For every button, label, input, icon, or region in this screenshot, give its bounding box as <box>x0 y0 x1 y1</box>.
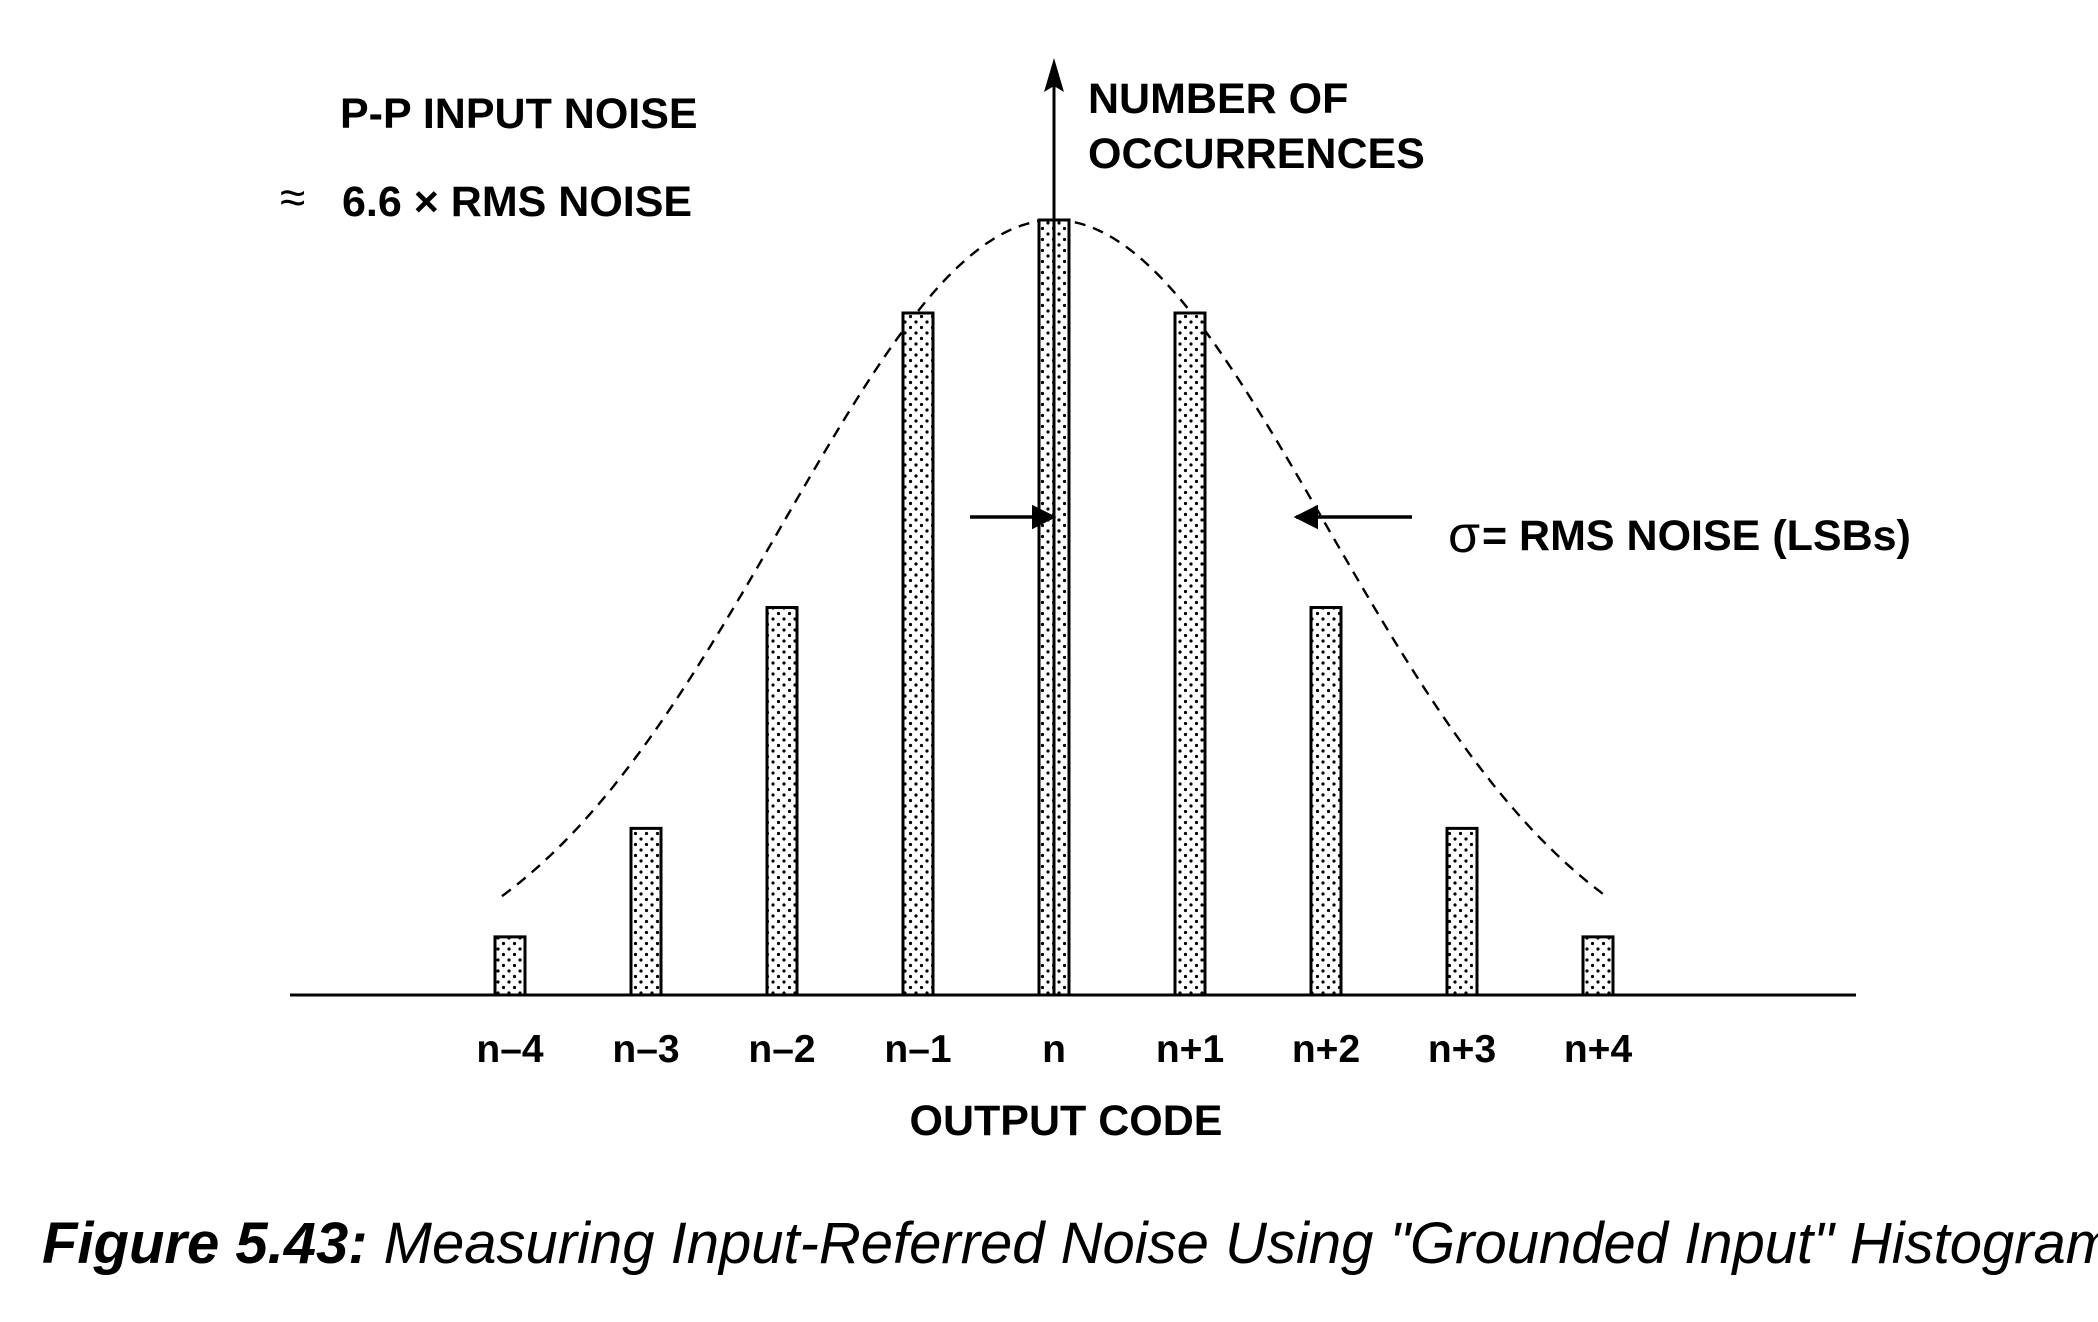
x-tick-label: n <box>1042 1028 1066 1071</box>
bar-3 <box>901 311 935 997</box>
y-axis-label-line1: NUMBER OF <box>1088 75 1348 123</box>
x-tick-labels: n–4 n–3 n–2 n–1 n n+1 n+2 n+3 n+4 <box>476 1028 1632 1071</box>
y-axis-label-line2: OCCURRENCES <box>1088 130 1425 178</box>
y-axis-arrowhead <box>1044 58 1064 92</box>
pp-noise-label: P-P INPUT NOISE <box>340 90 698 138</box>
x-tick-label: n–3 <box>612 1028 679 1071</box>
caption-label: Figure 5.43: <box>42 1211 368 1276</box>
bar-7 <box>1445 826 1479 997</box>
sigma-symbol: σ <box>1448 506 1480 564</box>
x-tick-label: n–4 <box>476 1028 544 1071</box>
x-tick-label: n+2 <box>1292 1028 1360 1071</box>
caption-text: Measuring Input-Referred Noise Using "Gr… <box>367 1211 2098 1276</box>
pp-noise-formula: 6.6 × RMS NOISE <box>342 178 692 226</box>
bar-2 <box>765 606 799 997</box>
x-tick-label: n–1 <box>884 1028 951 1071</box>
bar-5 <box>1173 311 1207 997</box>
bar-8 <box>1581 935 1615 997</box>
bar-0 <box>493 935 527 997</box>
x-tick-label: n+4 <box>1564 1028 1633 1071</box>
x-tick-label: n+3 <box>1428 1028 1496 1071</box>
sigma-label: = RMS NOISE (LSBs) <box>1482 512 1911 560</box>
bar-1 <box>629 826 663 997</box>
approx-symbol: ≈ <box>280 171 305 223</box>
histogram-bars <box>493 218 1615 997</box>
x-tick-label: n+1 <box>1156 1028 1224 1071</box>
x-tick-label: n–2 <box>748 1028 815 1071</box>
figure-caption: Figure 5.43: Measuring Input-Referred No… <box>42 1210 2098 1277</box>
x-axis-label: OUTPUT CODE <box>910 1097 1223 1145</box>
bar-6 <box>1309 606 1343 997</box>
